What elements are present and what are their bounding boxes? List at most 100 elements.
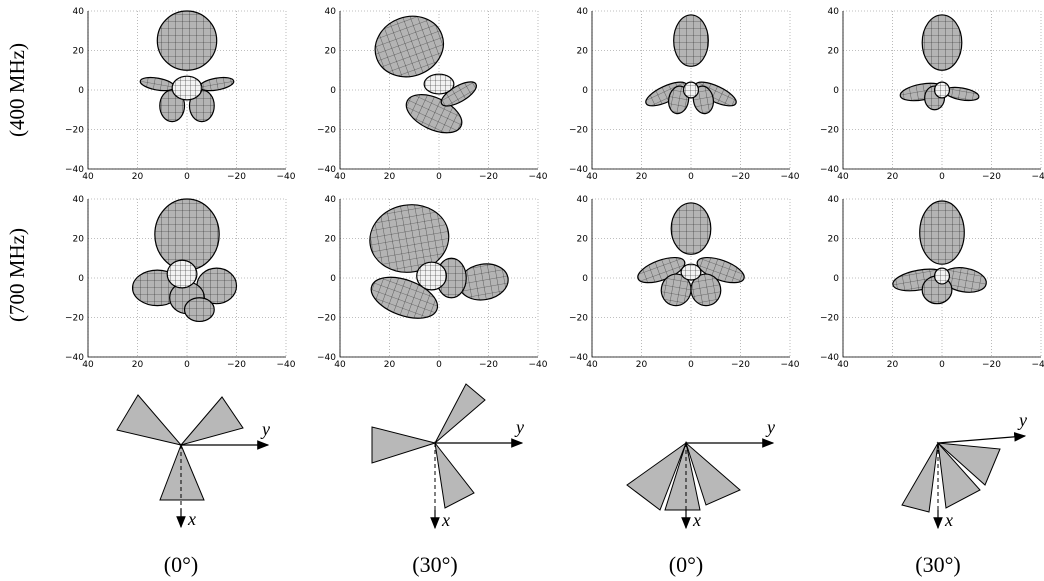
x-tick-label: −40: [529, 360, 548, 370]
y-tick-label: 40: [577, 195, 589, 205]
antenna-sector: [117, 395, 181, 445]
x-tick-label: 20: [132, 360, 144, 370]
y-tick-label: −20: [820, 314, 839, 324]
y-tick-label: 0: [582, 86, 588, 96]
y-tick-label: 20: [577, 47, 589, 57]
antenna-sector: [435, 384, 485, 443]
y-tick-label: 20: [325, 47, 337, 57]
x-label: x: [944, 510, 953, 530]
y-tick-label: 40: [828, 195, 840, 205]
y-tick-label: −20: [317, 314, 336, 324]
radiation-lobe: [172, 76, 202, 100]
row-label: (700 MHz): [5, 228, 29, 322]
y-tick-label: −20: [569, 126, 588, 136]
radiation-lobe: [417, 262, 447, 290]
x-tick-label: 20: [384, 360, 396, 370]
radiation-lobe: [681, 264, 701, 280]
y-tick-label: 40: [325, 195, 337, 205]
x-tick-label: 0: [184, 172, 190, 182]
radiation-lobe: [157, 11, 216, 70]
y-tick-label: −20: [65, 126, 84, 136]
x-label: x: [187, 509, 196, 529]
radiation-lobe: [935, 82, 950, 98]
x-tick-label: −40: [781, 172, 800, 182]
row-label: (400 MHz): [5, 43, 29, 137]
y-tick-label: 40: [577, 7, 589, 17]
radiation-lobe: [671, 203, 711, 254]
y-tick-label: −20: [65, 314, 84, 324]
figure: (400 MHz) (700 MHz) 40 20 0 −20 −40 −40 −20 0 20…: [0, 0, 1044, 581]
y-tick-label: 0: [78, 86, 84, 96]
x-tick-label: −20: [227, 360, 246, 370]
y-tick-label: 0: [330, 274, 336, 284]
x-tick-label: −40: [529, 172, 548, 182]
x-tick-label: 20: [636, 172, 648, 182]
y-tick-label: 0: [78, 274, 84, 284]
x-tick-label: 40: [837, 172, 849, 182]
y-tick-label: 40: [73, 195, 85, 205]
caption: (0°): [164, 552, 198, 577]
x-tick-label: −20: [479, 172, 498, 182]
x-tick-label: 0: [436, 172, 442, 182]
antenna-sector: [160, 445, 204, 500]
x-tick-label: 40: [82, 172, 94, 182]
y-label: y: [260, 419, 270, 439]
radiation-lobe: [922, 15, 962, 70]
x-tick-label: −40: [277, 172, 296, 182]
figure-canvas: (400 MHz) (700 MHz) 40 20 0 −20 −40 −40 −20 0 20…: [0, 0, 1044, 581]
y-label: y: [514, 417, 524, 437]
x-tick-label: 40: [586, 360, 598, 370]
x-tick-label: 0: [688, 360, 694, 370]
y-tick-label: −40: [317, 353, 336, 363]
radiation-lobe: [674, 15, 709, 66]
x-tick-label: −40: [1032, 360, 1044, 370]
y-tick-label: 0: [330, 86, 336, 96]
radiation-lobe: [167, 260, 197, 288]
y-tick-label: 0: [833, 86, 839, 96]
x-tick-label: −20: [479, 360, 498, 370]
x-tick-label: 20: [384, 172, 396, 182]
y-tick-label: −40: [65, 165, 84, 175]
y-tick-label: 20: [73, 235, 85, 245]
antenna-sector: [902, 443, 938, 512]
x-tick-label: −40: [1032, 172, 1044, 182]
antenna-sector: [372, 427, 435, 463]
x-label: x: [692, 510, 701, 530]
x-tick-label: 40: [334, 360, 346, 370]
y-tick-label: 0: [833, 274, 839, 284]
y-label: y: [1017, 410, 1027, 430]
x-tick-label: 0: [184, 360, 190, 370]
y-tick-label: −20: [820, 126, 839, 136]
y-tick-label: −40: [569, 353, 588, 363]
x-tick-label: 40: [586, 172, 598, 182]
x-tick-label: −40: [781, 360, 800, 370]
y-tick-label: 20: [325, 235, 337, 245]
y-tick-label: 20: [577, 235, 589, 245]
x-tick-label: 40: [82, 360, 94, 370]
x-tick-label: −20: [982, 360, 1001, 370]
x-tick-label: 20: [132, 172, 144, 182]
y-tick-label: −40: [317, 165, 336, 175]
y-axis-arrow: [938, 436, 1025, 443]
y-label: y: [765, 417, 775, 437]
x-tick-label: −40: [277, 360, 296, 370]
y-tick-label: 20: [73, 47, 85, 57]
radiation-lobe: [424, 74, 454, 94]
y-tick-label: −20: [317, 126, 336, 136]
y-tick-label: −40: [820, 353, 839, 363]
y-tick-label: 20: [828, 235, 840, 245]
y-tick-label: −20: [569, 314, 588, 324]
x-tick-label: −20: [731, 172, 750, 182]
y-tick-label: −40: [569, 165, 588, 175]
x-tick-label: 20: [887, 360, 899, 370]
y-tick-label: −40: [65, 353, 84, 363]
caption: (30°): [915, 552, 960, 577]
antenna-sector: [181, 397, 243, 445]
x-tick-label: 20: [636, 360, 648, 370]
y-tick-label: 40: [828, 7, 840, 17]
y-tick-label: −40: [820, 165, 839, 175]
x-tick-label: −20: [982, 172, 1001, 182]
x-tick-label: 0: [939, 172, 945, 182]
x-label: x: [441, 510, 450, 530]
y-tick-label: 40: [325, 7, 337, 17]
